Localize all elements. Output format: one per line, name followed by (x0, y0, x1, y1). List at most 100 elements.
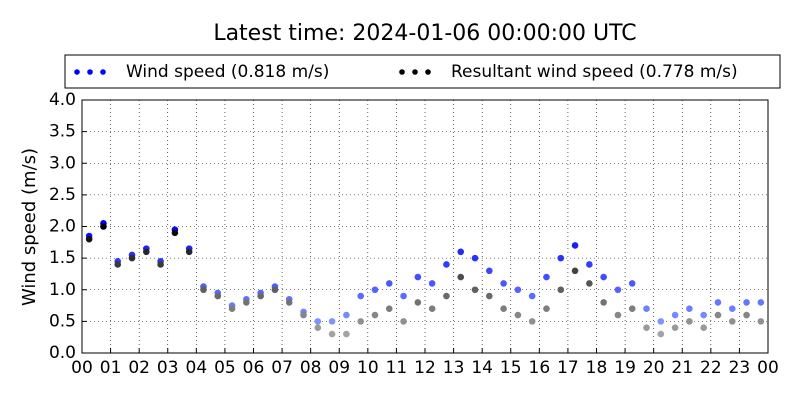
legend-marker (74, 69, 80, 75)
data-point (128, 254, 136, 262)
data-point (471, 254, 479, 262)
y-tick-label: 3.0 (49, 153, 76, 173)
data-point (486, 267, 493, 275)
data-point (614, 286, 622, 294)
x-tick-label: 02 (128, 358, 150, 378)
x-tick-label: 04 (186, 358, 208, 378)
x-tick-label: 17 (557, 358, 579, 378)
data-point (428, 280, 436, 287)
data-point (143, 248, 150, 256)
data-point (200, 286, 207, 294)
data-point (543, 273, 550, 281)
data-point (357, 292, 364, 300)
x-tick-label: 14 (471, 358, 493, 378)
data-point (571, 267, 579, 275)
data-point (385, 280, 393, 287)
data-point (328, 330, 336, 338)
data-point (700, 324, 707, 332)
data-point (300, 311, 307, 319)
data-point (85, 235, 93, 243)
data-point (586, 280, 593, 287)
x-tick-label: 10 (357, 358, 379, 378)
data-point (743, 299, 750, 306)
data-point (414, 299, 422, 306)
data-point (700, 311, 707, 319)
y-tick-label: 0.0 (49, 343, 76, 363)
legend-label: Wind speed (0.818 m/s) (126, 62, 329, 82)
x-tick-label: 08 (300, 358, 322, 378)
data-point (457, 273, 465, 281)
data-point (600, 299, 607, 306)
data-point (400, 292, 407, 300)
y-tick-label: 4.0 (49, 90, 76, 110)
data-point (171, 229, 179, 237)
chart-title: Latest time: 2024-01-06 00:00:00 UTC (213, 21, 636, 46)
y-tick-label: 0.5 (49, 311, 76, 331)
data-point (428, 305, 436, 313)
y-tick-label: 2.0 (49, 217, 76, 237)
plot-frame (81, 99, 769, 354)
data-point (228, 305, 236, 313)
data-point (743, 311, 750, 319)
data-point (728, 318, 736, 325)
x-tick-label: 07 (271, 358, 293, 378)
x-tick-label: 23 (729, 358, 751, 378)
data-point (443, 261, 450, 268)
data-point (557, 286, 565, 294)
data-point (343, 311, 350, 319)
data-point (600, 273, 607, 281)
data-point (686, 305, 693, 313)
data-point (571, 242, 579, 249)
data-point (728, 305, 736, 313)
legend-marker (87, 69, 93, 75)
data-point (657, 330, 665, 338)
data-point (757, 299, 765, 306)
data-point (314, 324, 322, 332)
data-point (671, 311, 679, 319)
data-point (285, 299, 293, 306)
x-tick-label: 22 (700, 358, 722, 378)
x-tick-label: 15 (500, 358, 522, 378)
data-point (328, 318, 336, 325)
data-point (371, 286, 379, 294)
data-point (157, 261, 164, 268)
data-point (528, 318, 536, 325)
data-point (757, 318, 765, 325)
data-point (500, 305, 507, 313)
data-point (657, 318, 665, 325)
x-tick-label: 00 (71, 358, 93, 378)
data-point (686, 318, 693, 325)
data-point (371, 311, 379, 319)
data-point (514, 311, 522, 319)
data-point (557, 254, 565, 262)
data-point (114, 261, 122, 268)
x-tick-label: 18 (586, 358, 608, 378)
y-axis-label: Wind speed (m/s) (19, 148, 40, 306)
x-tick-label: 16 (529, 358, 551, 378)
legend-marker (425, 69, 431, 75)
x-tick-label: 12 (414, 358, 436, 378)
y-tick-label: 3.5 (49, 122, 76, 142)
data-point (185, 248, 193, 256)
data-point (543, 305, 550, 313)
x-tick-label: 19 (614, 358, 636, 378)
data-point (643, 305, 650, 313)
x-tick-label: 03 (157, 358, 179, 378)
data-point (457, 248, 465, 256)
x-tick-label: 01 (100, 358, 122, 378)
data-point (385, 305, 393, 313)
legend-box (64, 54, 781, 89)
data-point (514, 286, 522, 294)
y-tick-label: 1.5 (49, 248, 76, 268)
data-point (643, 324, 650, 332)
data-point (714, 299, 722, 306)
data-point (443, 292, 450, 300)
data-point (357, 318, 364, 325)
legend-label: Resultant wind speed (0.778 m/s) (451, 62, 738, 82)
data-point (714, 311, 722, 319)
data-point (271, 286, 279, 294)
data-point (500, 280, 507, 287)
y-tick-label: 1.0 (49, 280, 76, 300)
legend-marker (100, 69, 106, 75)
